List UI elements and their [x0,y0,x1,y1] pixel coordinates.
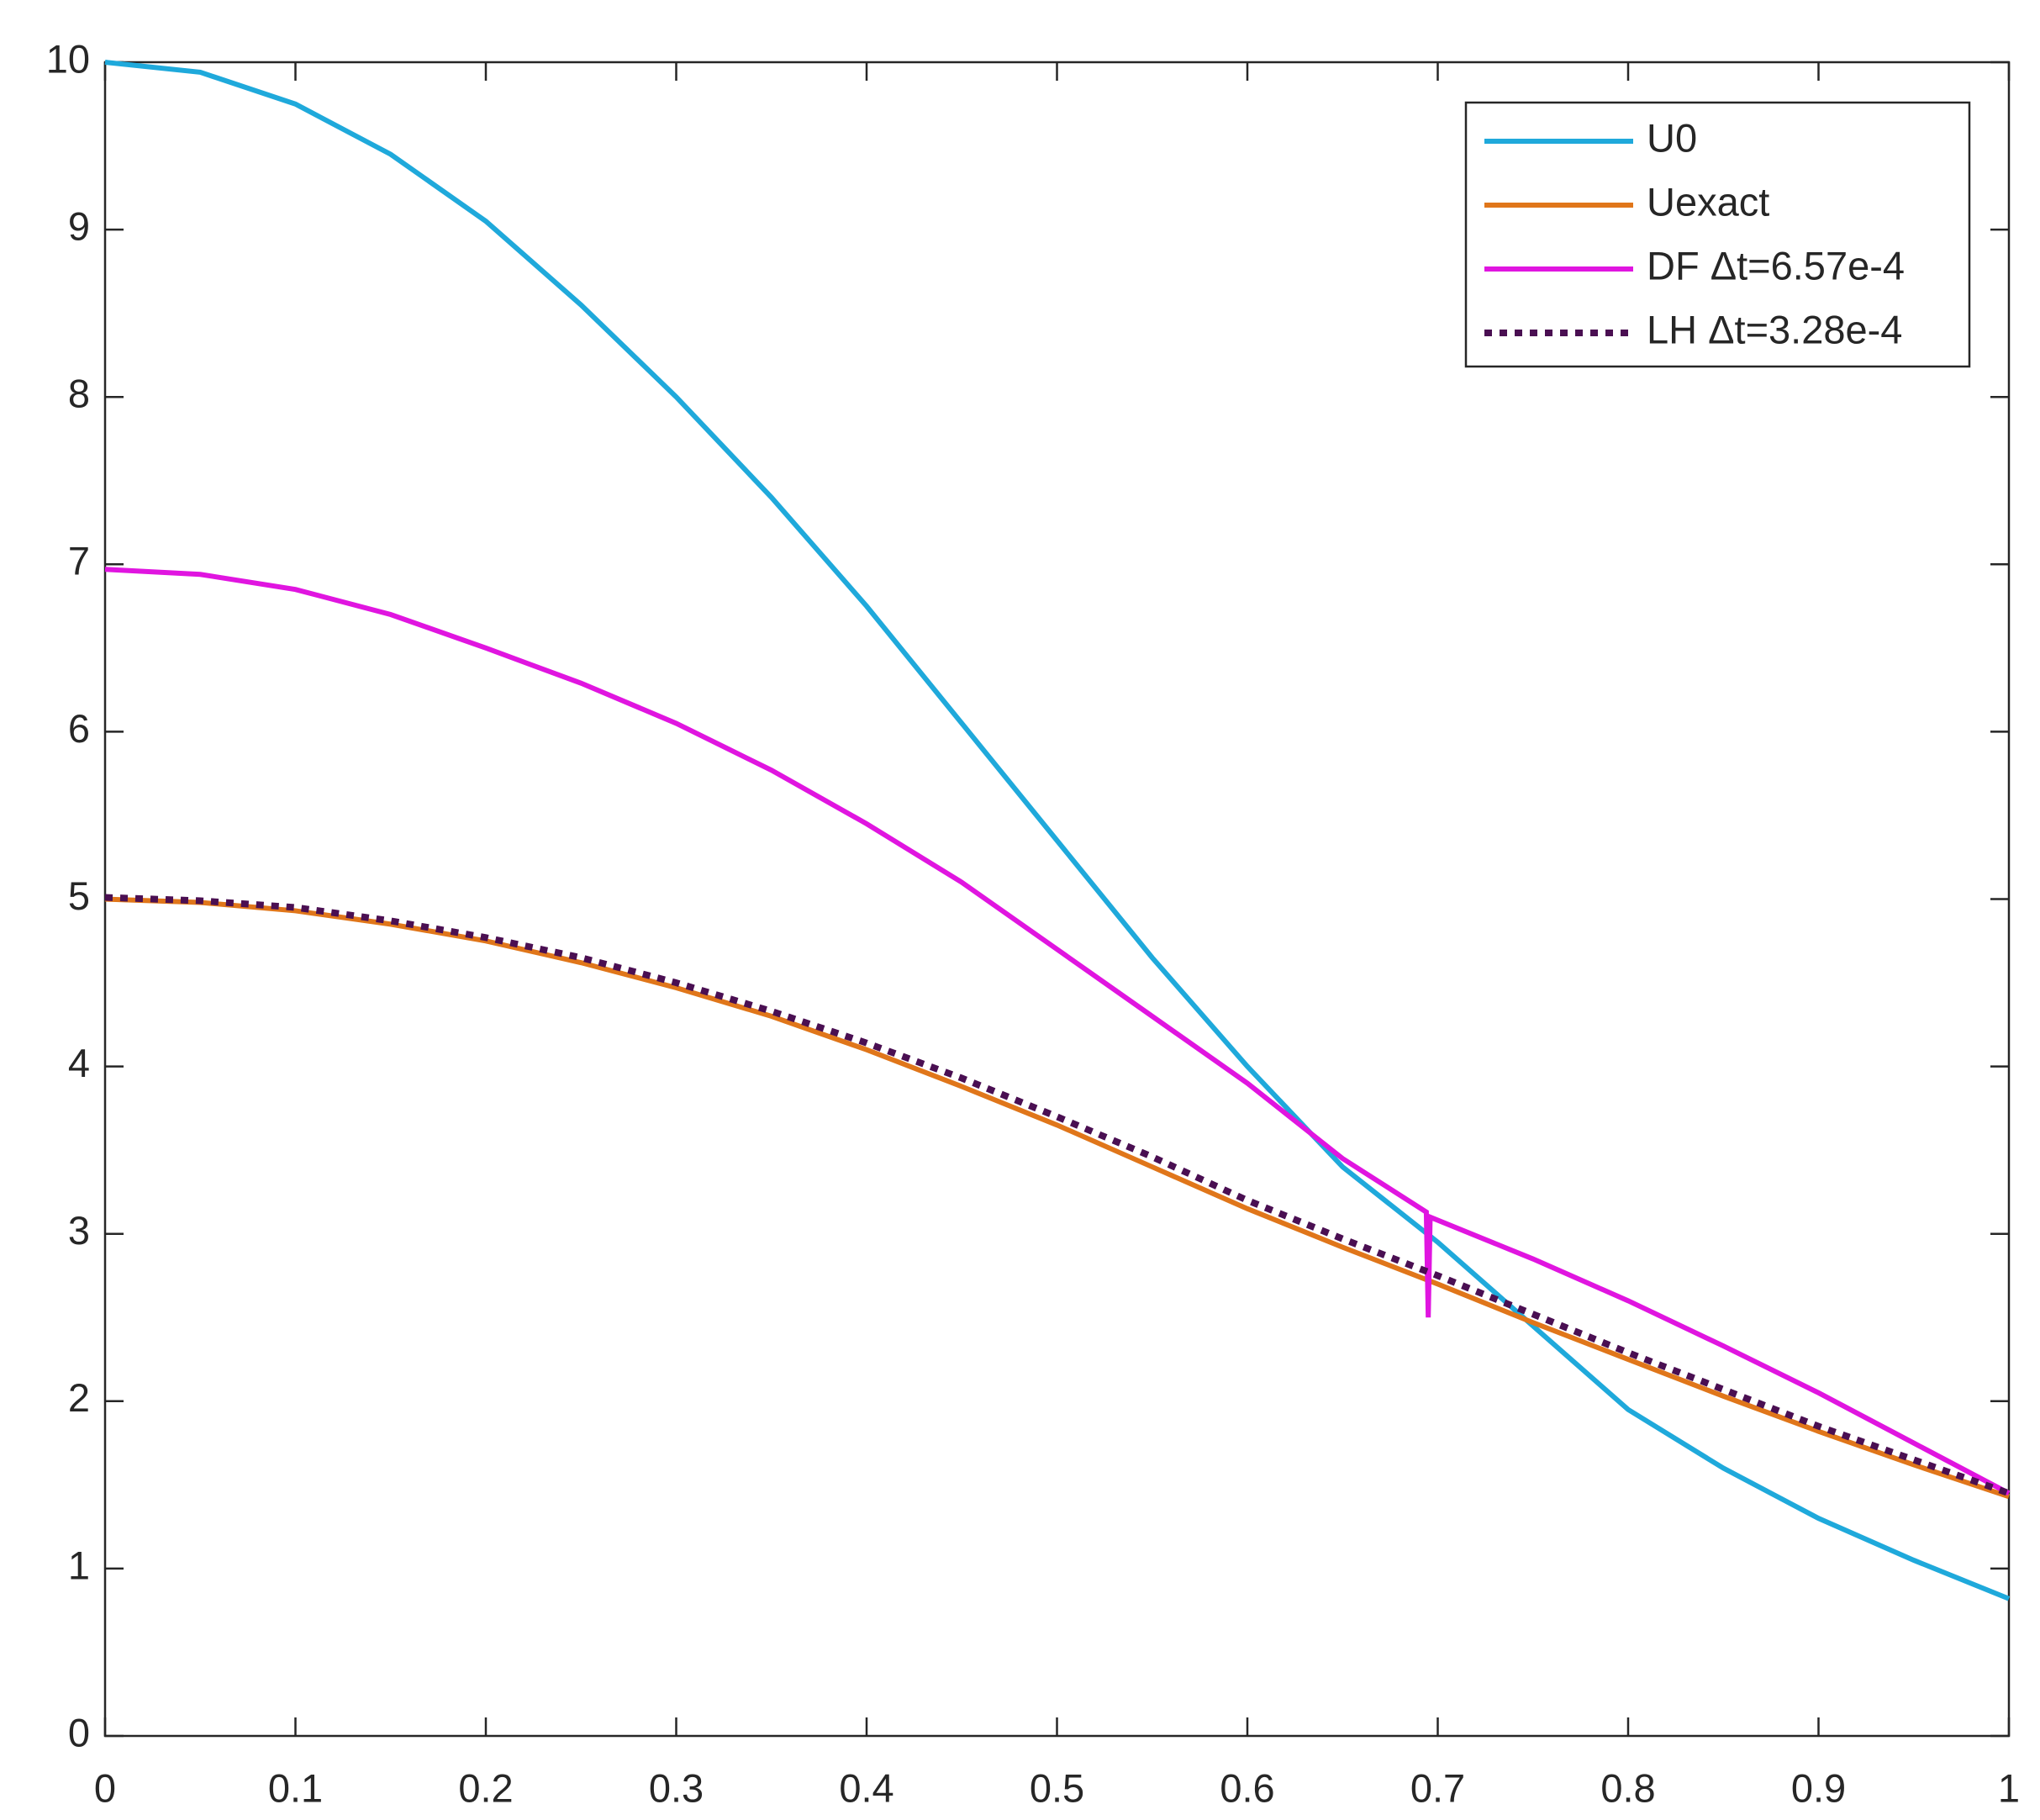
series-line [104,896,2010,1500]
series-line [104,894,2011,1497]
legend-label: Uexact [1647,179,1769,224]
y-tick-label: 3 [68,1208,90,1253]
x-tick-label: 0.4 [839,1765,893,1810]
x-tick-label: 0.7 [1410,1765,1465,1810]
x-tick-label: 0.2 [458,1765,513,1810]
y-tick-label: 10 [46,36,90,81]
legend-label: LH Δt=3.28e-4 [1647,307,1902,351]
x-tick-label: 1 [1998,1765,2020,1810]
y-tick-label: 4 [68,1041,90,1085]
y-tick-label: 7 [68,539,90,583]
x-tick-label: 0.6 [1220,1765,1274,1810]
x-tick-label: 0.8 [1600,1765,1655,1810]
x-tick-label: 0.5 [1030,1765,1084,1810]
series-line [104,567,2011,1496]
legend-box [1464,101,1971,368]
y-tick-label: 1 [68,1543,90,1587]
series-line [104,60,2011,1601]
legend-label: DF Δt=6.57e-4 [1647,243,1905,288]
x-tick-label: 0 [94,1765,116,1810]
y-tick-label: 8 [68,372,90,416]
x-tick-label: 0.3 [649,1765,704,1810]
y-tick-label: 0 [68,1710,90,1754]
x-tick-label: 0.1 [268,1765,323,1810]
y-tick-label: 9 [68,204,90,249]
y-tick-label: 6 [68,706,90,751]
y-tick-label: 2 [68,1375,90,1420]
legend-label: U0 [1647,115,1697,160]
x-tick-label: 0.9 [1791,1765,1846,1810]
y-tick-label: 5 [68,873,90,918]
